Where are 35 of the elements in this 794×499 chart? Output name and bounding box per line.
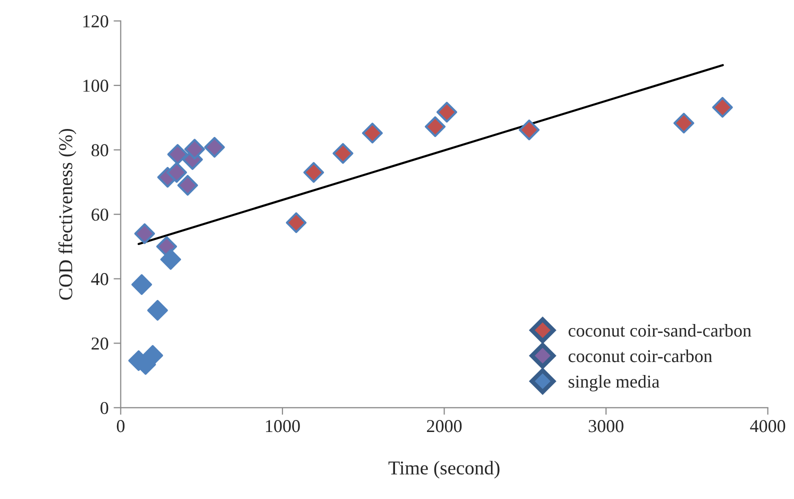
y-tick-label: 40 xyxy=(91,273,108,286)
point xyxy=(167,144,188,165)
point xyxy=(362,122,383,144)
point xyxy=(436,102,458,123)
legend-label: coconut coir-carbon xyxy=(568,349,712,362)
point xyxy=(303,162,324,183)
legend-label: single media xyxy=(568,375,660,392)
point xyxy=(204,136,225,158)
x-tick-label: 0 xyxy=(116,420,125,432)
point xyxy=(673,112,694,134)
point xyxy=(177,174,198,196)
y-tick-label: 100 xyxy=(83,80,108,92)
y-tick-label: 80 xyxy=(92,144,108,156)
point xyxy=(286,212,307,234)
point xyxy=(518,120,540,140)
point xyxy=(166,162,188,183)
y-tick-label: 60 xyxy=(92,208,108,221)
x-tick-label: 4000 xyxy=(750,420,786,432)
point xyxy=(712,96,733,118)
legend-label: coconut coir-sand-carbon xyxy=(568,324,752,337)
point xyxy=(332,143,354,164)
point xyxy=(424,116,446,138)
point xyxy=(147,300,168,321)
y-axis-title: COD ffectiveness (%) xyxy=(58,128,76,300)
x-tick-label: 2000 xyxy=(426,420,462,432)
point xyxy=(131,274,152,295)
x-axis-title: Time (second) xyxy=(388,460,500,478)
point xyxy=(184,138,205,160)
y-tick-label: 120 xyxy=(83,15,108,28)
point xyxy=(134,223,155,244)
x-tick-label: 3000 xyxy=(588,420,624,432)
y-tick-label: 0 xyxy=(100,402,108,414)
y-tick-label: 20 xyxy=(92,337,108,350)
point xyxy=(160,249,182,270)
x-tick-label: 1000 xyxy=(266,420,300,432)
